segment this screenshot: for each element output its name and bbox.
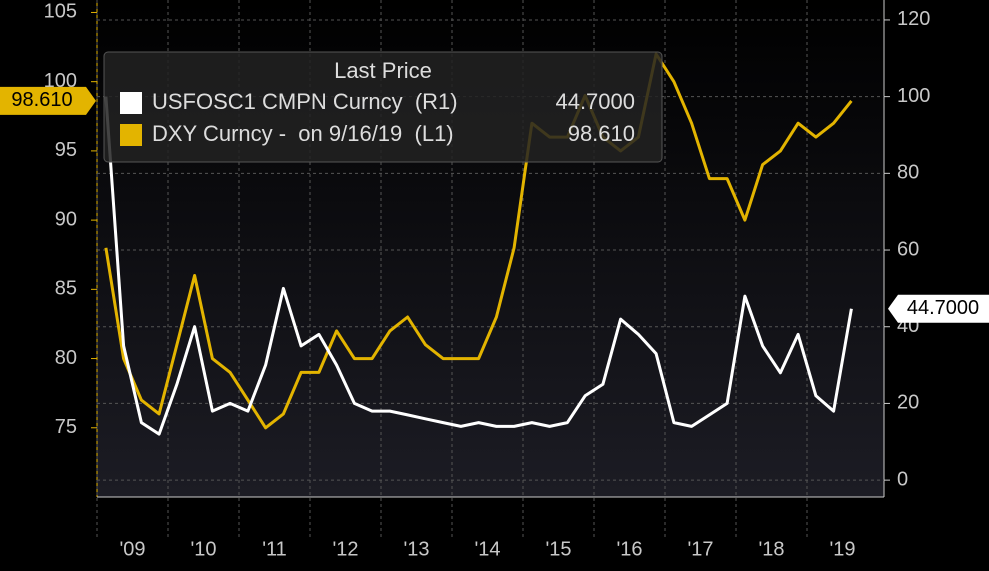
legend-title: Last Price bbox=[334, 58, 432, 83]
legend: Last Price USFOSC1 CMPN Curncy (R1) 44.700… bbox=[103, 51, 663, 163]
x-tick-label: '14 bbox=[474, 538, 500, 560]
y-tick-label: 75 bbox=[55, 416, 77, 438]
y-tick-label: 95 bbox=[55, 139, 77, 161]
x-tick-label: '16 bbox=[616, 538, 642, 560]
y2-tick-label: 20 bbox=[897, 392, 919, 414]
y-tick-label: 80 bbox=[55, 347, 77, 369]
flag-label: 44.7000 bbox=[907, 297, 979, 319]
flag-label: 98.610 bbox=[11, 89, 72, 111]
y-tick-label: 105 bbox=[44, 1, 77, 23]
flag-shape bbox=[888, 294, 989, 323]
flag-shape bbox=[0, 86, 96, 115]
last-value-flag: 44.7000 bbox=[888, 294, 989, 323]
x-tick-label: '09 bbox=[119, 538, 145, 560]
y2-tick-label: 100 bbox=[897, 85, 930, 107]
y-tick-label: 100 bbox=[44, 70, 77, 92]
x-tick-label: '11 bbox=[262, 538, 287, 560]
x-tick-label: '19 bbox=[829, 538, 855, 560]
legend-swatch bbox=[120, 124, 142, 146]
y-tick-label: 90 bbox=[55, 208, 77, 230]
last-value-flag: 98.610 bbox=[0, 86, 96, 115]
legend-value: 98.610 bbox=[568, 121, 635, 146]
y2-tick-label: 80 bbox=[897, 162, 919, 184]
legend-entry: DXY Curncy - on 9/16/19 (L1) bbox=[152, 121, 454, 146]
y2-tick-label: 60 bbox=[897, 238, 919, 260]
legend-entry: USFOSC1 CMPN Curncy (R1) bbox=[152, 89, 458, 114]
legend-box bbox=[103, 51, 663, 163]
x-tick-label: '10 bbox=[190, 538, 216, 560]
x-tick-label: '15 bbox=[545, 538, 571, 560]
y2-tick-label: 0 bbox=[897, 468, 908, 490]
x-tick-label: '18 bbox=[758, 538, 784, 560]
series-line bbox=[104, 96, 853, 436]
y-tick-label: 85 bbox=[55, 278, 77, 300]
x-tick-label: '12 bbox=[332, 538, 358, 560]
legend-swatch bbox=[120, 92, 142, 114]
x-tick-label: '17 bbox=[687, 538, 713, 560]
y2-tick-label: 120 bbox=[897, 8, 930, 30]
series-line bbox=[104, 52, 853, 430]
x-tick-label: '13 bbox=[403, 538, 429, 560]
legend-value: 44.7000 bbox=[555, 89, 635, 114]
